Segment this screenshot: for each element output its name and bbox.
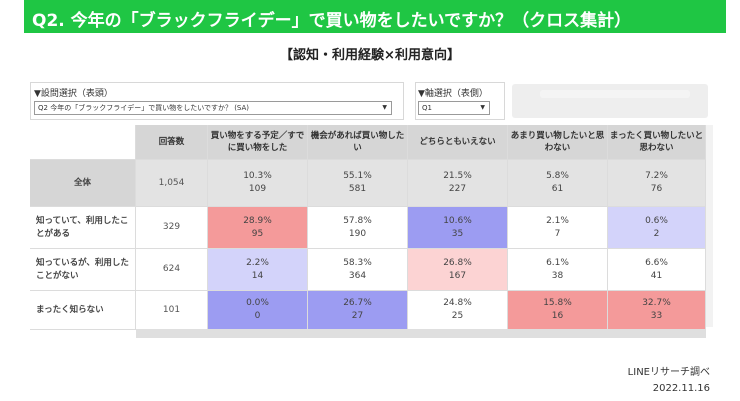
- count-cell: 329: [136, 207, 208, 249]
- cell-count: 14: [251, 270, 264, 281]
- cell-percentage: 6.6%: [645, 257, 668, 268]
- cell-count: 61: [551, 184, 564, 194]
- count-cell: 101: [136, 291, 208, 330]
- table-cell: 6.6% 41: [608, 249, 706, 291]
- cell-percentage: 32.7%: [642, 298, 671, 308]
- row-header: まったく知らない: [30, 291, 136, 330]
- table-cell: 21.5% 227: [408, 160, 508, 207]
- cell-count: 95: [251, 228, 264, 239]
- table-cell: 2.1% 7: [508, 207, 608, 249]
- cell-percentage: 55.1%: [343, 171, 372, 181]
- count-cell: 1,054: [136, 160, 208, 207]
- cell-count: 16: [551, 311, 564, 321]
- count-cell: 624: [136, 249, 208, 291]
- cell-percentage: 57.8%: [343, 215, 372, 226]
- column-header: まったく買い物したいと思わない: [608, 125, 706, 160]
- cell-count: 190: [348, 228, 367, 239]
- cell-count: 27: [351, 311, 364, 321]
- cell-percentage: 21.5%: [443, 171, 472, 181]
- column-header: 機会があれば買い物したい: [308, 125, 408, 160]
- question-select[interactable]: Q2 今年の「ブラックフライデー」で買い物をしたいですか？ (SA) ▼: [34, 101, 392, 115]
- table-cell: 7.2% 76: [608, 160, 706, 207]
- horizontal-scrollbar[interactable]: [136, 329, 706, 338]
- table-cell: 58.3% 364: [308, 249, 408, 291]
- cell-count: 109: [248, 184, 267, 194]
- cell-percentage: 0.6%: [645, 215, 668, 226]
- table-cell: 15.8% 16: [508, 291, 608, 330]
- table-cell: 0.6% 2: [608, 207, 706, 249]
- cell-count: 364: [348, 270, 367, 281]
- table-corner: [30, 125, 136, 160]
- axis-select[interactable]: Q1 ▼: [418, 101, 490, 115]
- row-header: 全体: [30, 160, 136, 207]
- subtitle: 【認知・利用経験×利用意向】: [280, 48, 460, 63]
- question-selector-label: ▼設問選択（表頭）: [34, 89, 113, 99]
- cell-percentage: 26.7%: [343, 298, 372, 308]
- source-note: LINEリサーチ調べ: [627, 367, 710, 378]
- column-header: あまり買い物したいと思わない: [508, 125, 608, 160]
- table-cell: 10.6% 35: [408, 207, 508, 249]
- cell-percentage: 28.9%: [243, 215, 272, 226]
- date-note: 2022.11.16: [652, 383, 710, 394]
- cell-percentage: 10.6%: [443, 215, 472, 226]
- table-cell: 57.8% 190: [308, 207, 408, 249]
- cell-percentage: 2.1%: [546, 215, 569, 226]
- count-header: 回答数: [136, 125, 208, 160]
- page-title: Q2. 今年の「ブラックフライデー」で買い物をしたいですか？（クロス集計）: [32, 11, 632, 31]
- cell-count: 33: [650, 311, 663, 321]
- cell-percentage: 5.8%: [546, 171, 569, 181]
- cell-percentage: 15.8%: [543, 298, 572, 308]
- blurred-area: [512, 84, 708, 118]
- cell-percentage: 7.2%: [645, 171, 668, 181]
- column-header: 買い物をする予定／すでに買い物をした: [208, 125, 308, 160]
- cell-count: 25: [451, 311, 464, 321]
- dropdown-arrow-icon: ▼: [480, 104, 485, 111]
- axis-select-value: Q1: [422, 104, 432, 112]
- cell-percentage: 2.2%: [246, 257, 269, 268]
- table-cell: 55.1% 581: [308, 160, 408, 207]
- cell-percentage: 10.3%: [243, 171, 272, 181]
- table-cell: 26.7% 27: [308, 291, 408, 330]
- cell-count: 76: [650, 184, 663, 194]
- axis-selector-label: ▼軸選択（表側）: [418, 89, 488, 99]
- cell-count: 581: [348, 184, 367, 194]
- title-bar: Q2. 今年の「ブラックフライデー」で買い物をしたいですか？（クロス集計）: [24, 0, 726, 33]
- question-select-value: Q2 今年の「ブラックフライデー」で買い物をしたいですか？ (SA): [38, 104, 250, 112]
- cell-count: 167: [448, 270, 467, 281]
- cell-percentage: 58.3%: [343, 257, 372, 268]
- cell-percentage: 26.8%: [443, 257, 472, 268]
- row-header: 知っているが、利用したことがない: [30, 249, 136, 291]
- table-cell: 24.8% 25: [408, 291, 508, 330]
- cell-percentage: 24.8%: [443, 298, 472, 308]
- dropdown-arrow-icon: ▼: [382, 104, 387, 111]
- cell-count: 41: [650, 270, 663, 281]
- cell-count: 0: [254, 311, 261, 321]
- cell-percentage: 0.0%: [246, 298, 269, 308]
- vertical-scrollbar[interactable]: [706, 125, 713, 327]
- table-cell: 2.2% 14: [208, 249, 308, 291]
- table-cell: 5.8% 61: [508, 160, 608, 207]
- table-cell: 32.7% 33: [608, 291, 706, 330]
- row-header: 知っていて、利用したことがある: [30, 207, 136, 249]
- column-header: どちらともいえない: [408, 125, 508, 160]
- table-cell: 6.1% 38: [508, 249, 608, 291]
- cell-count: 38: [551, 270, 564, 281]
- cell-count: 227: [448, 184, 467, 194]
- table-cell: 0.0% 0: [208, 291, 308, 330]
- cell-percentage: 6.1%: [546, 257, 569, 268]
- cell-count: 7: [554, 228, 561, 239]
- cell-count: 35: [451, 228, 464, 239]
- blurred-area: [540, 90, 690, 98]
- cell-count: 2: [653, 228, 660, 239]
- table-cell: 26.8% 167: [408, 249, 508, 291]
- table-cell: 10.3% 109: [208, 160, 308, 207]
- table-cell: 28.9% 95: [208, 207, 308, 249]
